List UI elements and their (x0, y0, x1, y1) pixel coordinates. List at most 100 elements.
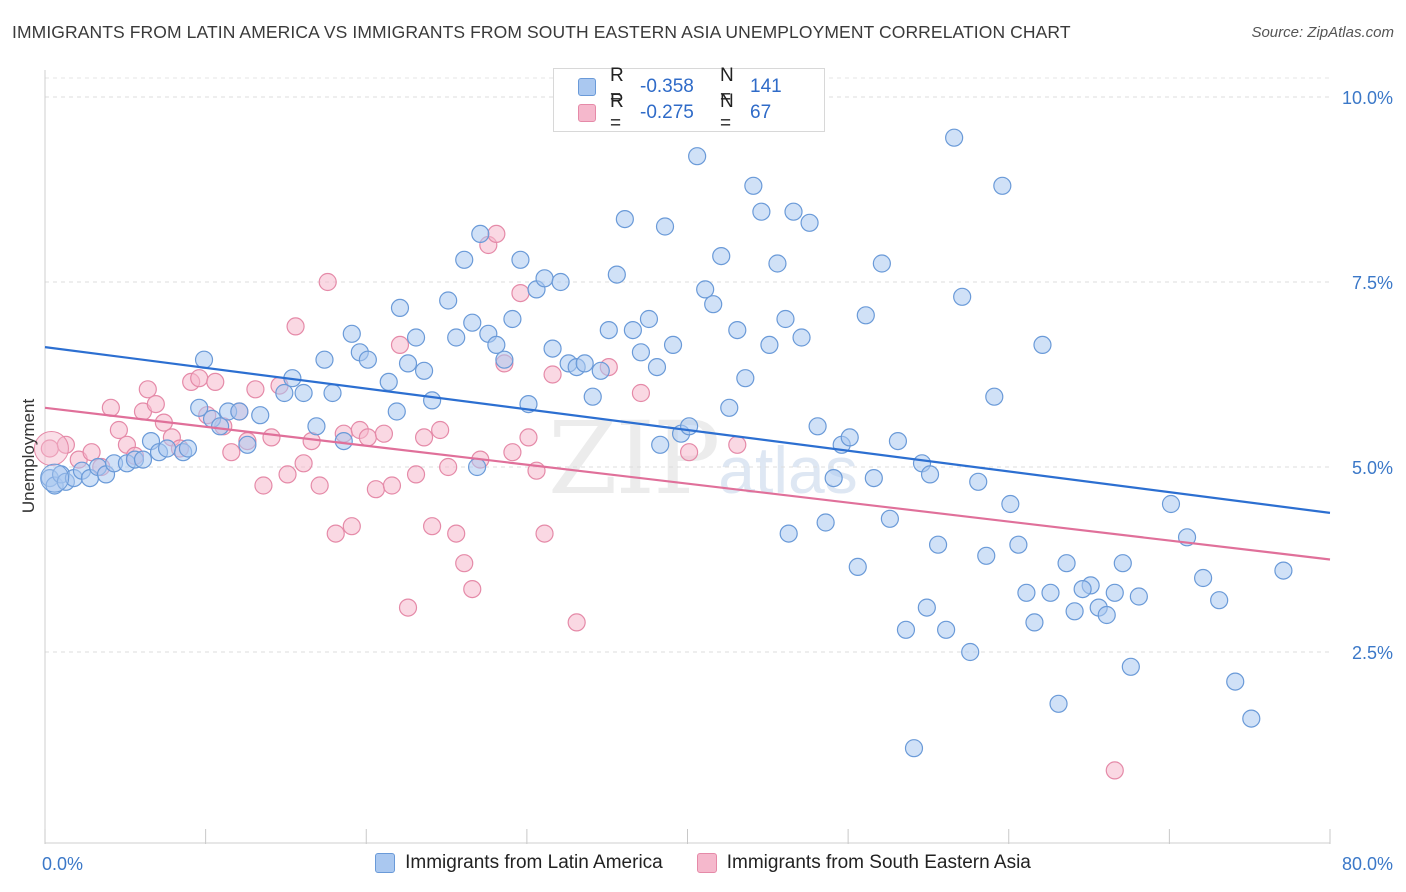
legend-n-label: N = (720, 65, 734, 108)
blue-data-point (467, 457, 487, 477)
blue-data-point (599, 321, 618, 340)
blue-data-point (945, 128, 964, 147)
blue-data-point (503, 309, 522, 329)
blue-data-point (961, 642, 980, 662)
blue-data-point (1226, 672, 1245, 691)
legend-label-south-eastern-asia: Immigrants from South Eastern Asia (726, 852, 1031, 873)
blue-data-point (808, 417, 827, 436)
blue-data-point (294, 383, 313, 403)
blue-data-point (1025, 613, 1044, 632)
source-credit: Source: ZipAtlas.com (1251, 24, 1394, 41)
blue-data-point (1049, 694, 1068, 713)
legend-r-label: R = (610, 91, 624, 134)
pink-data-point (1105, 761, 1124, 780)
x-tick-label-max: 80.0% (1342, 854, 1393, 874)
blue-data-point (888, 432, 908, 451)
y-tick-label: 7.5% (1352, 273, 1393, 293)
legend-item-south-eastern-asia[interactable]: Immigrants from South Eastern Asia (696, 852, 1031, 874)
blue-data-point (848, 557, 867, 577)
blue-data-point (157, 439, 177, 458)
blue-data-point (1017, 583, 1036, 602)
blue-data-point (1113, 554, 1132, 573)
blue-data-point (1274, 561, 1293, 580)
blue-data-point (342, 324, 361, 343)
blue-data-point (768, 254, 787, 273)
legend-r-value: -0.358 (640, 76, 694, 97)
pink-data-point (728, 435, 747, 454)
blue-data-point (1161, 494, 1181, 514)
pink-data-point (374, 424, 394, 443)
pink-data-point (101, 398, 120, 417)
blue-data-point (307, 417, 326, 436)
trend-lines (44, 346, 1331, 561)
legend-label-latin-america: Immigrants from Latin America (405, 852, 663, 873)
blue-data-point (969, 472, 988, 491)
blue-data-point (824, 469, 843, 488)
blue-data-point (872, 254, 891, 273)
pink-data-point (463, 579, 482, 599)
legend-swatch-pink (696, 853, 717, 873)
blue-data-point (406, 328, 426, 347)
y-tick-label: 10.0% (1342, 88, 1393, 108)
blue-data-point (953, 287, 972, 306)
pink-data-point (109, 420, 128, 440)
x-tick-label-min: 0.0% (42, 854, 83, 874)
blue-data-point (398, 354, 418, 373)
y-tick-label: 2.5% (1352, 643, 1393, 663)
blue-data-point (471, 224, 490, 243)
pink-data-point (382, 476, 402, 495)
pink-data-point (423, 517, 442, 536)
blue-data-point (414, 361, 434, 380)
pink-data-point (439, 457, 458, 477)
blue-data-point (904, 739, 924, 758)
legend-swatch-blue (578, 78, 596, 96)
blue-data-point (334, 432, 353, 451)
legend-swatch-pink (578, 104, 596, 122)
blue-data-point (1065, 602, 1084, 621)
pink-data-point (146, 395, 165, 414)
series-legend: Immigrants from Latin America Immigrants… (0, 852, 1406, 874)
blue-data-point (275, 383, 294, 403)
pink-data-point (414, 428, 434, 447)
blue-trend-line (44, 346, 1331, 514)
pink-data-point (680, 443, 699, 462)
pink-data-point (447, 524, 466, 543)
blue-data-point (133, 450, 153, 469)
pink-data-point (222, 443, 241, 462)
blue-data-point (776, 309, 795, 329)
blue-data-point (583, 387, 602, 406)
blue-data-point (447, 328, 466, 347)
blue-data-point (663, 335, 683, 354)
correlation-legend: R = -0.358 N = 141 R = -0.275 N = 67 (553, 65, 825, 134)
blue-data-point (543, 339, 562, 358)
blue-data-point (856, 306, 875, 325)
blue-data-point (985, 387, 1004, 406)
blue-data-point (639, 309, 659, 329)
pink-data-point (206, 372, 225, 391)
blue-data-point (1121, 657, 1140, 676)
blue-data-point (439, 291, 458, 310)
blue-data-point (792, 328, 811, 347)
blue-data-point (210, 417, 230, 436)
legend-n-value: 141 (750, 76, 782, 97)
blue-data-point (880, 509, 899, 528)
pink-data-point (519, 428, 538, 447)
blue-data-point (390, 298, 410, 317)
blue-data-point (387, 402, 406, 421)
blue-data-point (920, 465, 940, 484)
blue-data-point (937, 620, 956, 639)
blue-data-point (647, 358, 667, 377)
blue-data-point (178, 439, 198, 458)
pink-data-point (543, 365, 562, 384)
blue-data-point (720, 398, 739, 417)
blue-data-point (575, 354, 594, 373)
y-axis-title: Unemployment (19, 399, 38, 514)
y-tick-label: 5.0% (1352, 458, 1393, 478)
pink-data-point (138, 380, 157, 399)
pink-data-point (398, 598, 418, 617)
blue-data-point (591, 361, 610, 380)
legend-item-latin-america[interactable]: Immigrants from Latin America (375, 852, 663, 874)
blue-data-point (784, 202, 803, 221)
blue-data-point (194, 350, 214, 369)
blue-data-point (696, 280, 715, 299)
